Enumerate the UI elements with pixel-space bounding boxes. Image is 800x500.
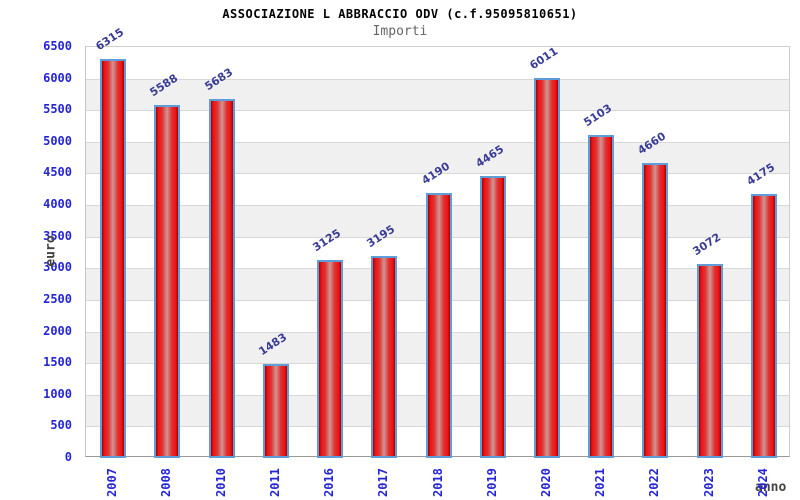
- bar-2018: [425, 193, 452, 458]
- x-tick-label: 2024: [755, 468, 770, 497]
- bar-2019: [479, 175, 506, 458]
- x-tick-label: 2016: [322, 468, 337, 497]
- y-tick-label: 4500: [43, 165, 72, 180]
- x-tick-label: 2017: [376, 468, 391, 497]
- bar-2016: [317, 260, 344, 458]
- chart-title: ASSOCIAZIONE L ABBRACCIO ODV (c.f.950958…: [222, 7, 578, 21]
- background-band: [86, 141, 789, 174]
- y-tick-label: 6000: [43, 70, 72, 85]
- y-tick-label: 1000: [43, 386, 72, 401]
- x-tick-label: 2023: [701, 468, 716, 497]
- x-tick-label: 2021: [593, 468, 608, 497]
- x-tick-label: 2022: [647, 468, 662, 497]
- background-band: [86, 78, 789, 111]
- bar-2010: [208, 98, 235, 458]
- bar-2023: [696, 263, 723, 458]
- x-tick-label: 2019: [484, 468, 499, 497]
- bar-2007: [100, 58, 127, 458]
- x-tick-label: 2011: [267, 468, 282, 497]
- y-tick-label: 4000: [43, 197, 72, 212]
- bar-2022: [642, 163, 669, 458]
- x-axis-title: anno: [755, 480, 787, 495]
- bar-2017: [371, 255, 398, 458]
- y-tick-label: 0: [64, 450, 72, 464]
- chart-subtitle: Importi: [372, 24, 428, 39]
- x-tick-label: 2018: [430, 468, 445, 497]
- bar-2011: [262, 364, 289, 458]
- bar-2020: [533, 77, 560, 458]
- y-tick-label: 2500: [43, 291, 72, 306]
- y-tick-label: 5000: [43, 133, 72, 148]
- plot-area: [85, 46, 790, 458]
- y-tick-label: 500: [50, 418, 72, 433]
- gridline: [86, 110, 789, 112]
- x-tick-label: 2010: [213, 468, 228, 497]
- gridline: [86, 78, 789, 80]
- bar-2008: [154, 104, 181, 458]
- x-tick-label: 2007: [105, 468, 120, 497]
- y-tick-label: 3000: [43, 260, 72, 275]
- y-axis-title: euro: [43, 235, 59, 267]
- y-tick-label: 3500: [43, 228, 72, 243]
- gridline: [86, 141, 789, 143]
- y-tick-label: 2000: [43, 323, 72, 338]
- gridline: [86, 173, 789, 175]
- x-tick-label: 2020: [538, 468, 553, 497]
- y-tick-label: 1500: [43, 355, 72, 370]
- bar-2024: [750, 194, 777, 458]
- bar-2021: [588, 135, 615, 458]
- y-tick-label: 5500: [43, 102, 72, 117]
- y-tick-label: 6500: [43, 39, 72, 53]
- x-tick-label: 2008: [159, 468, 174, 497]
